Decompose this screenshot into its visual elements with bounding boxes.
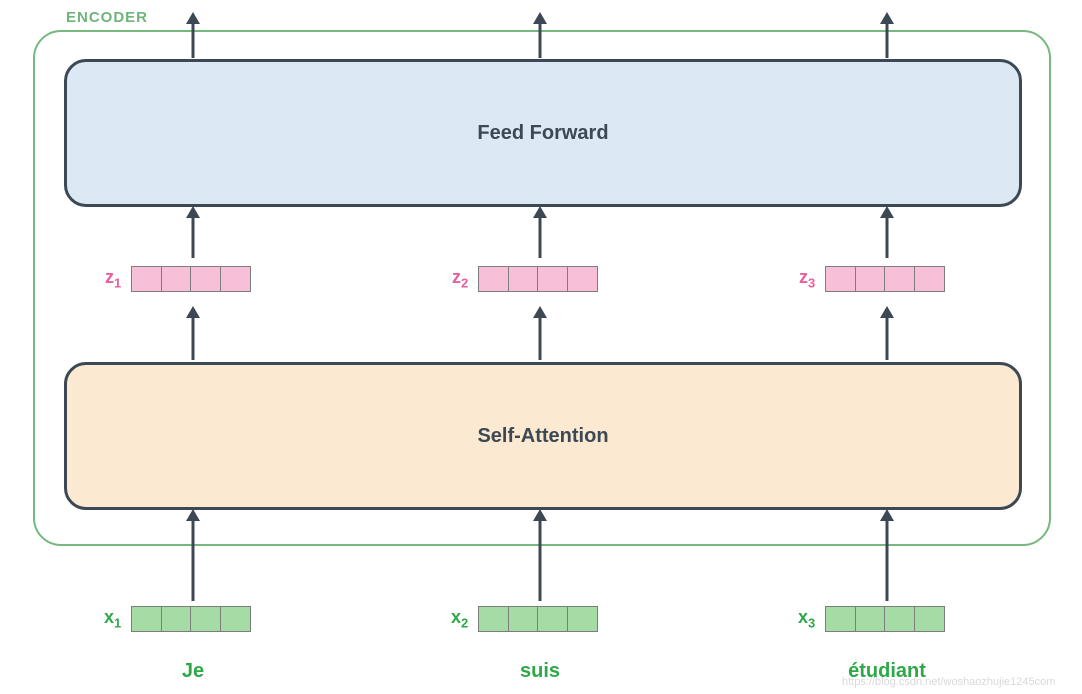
z-vector-2-cell — [478, 266, 509, 292]
x-vector-3-cells — [825, 606, 945, 632]
z-vector-1: z1 — [105, 266, 251, 292]
x-vector-2-cell — [567, 606, 598, 632]
x-vector-1: x1 — [104, 606, 251, 632]
z-vector-3-cell — [825, 266, 856, 292]
watermark: https://blog.csdn.net/woshaozhujie1245co… — [842, 676, 1055, 688]
diagram-canvas: ENCODER Feed Forward Self-Attention z1 x1 z2 x… — [0, 0, 1082, 694]
self-attention-box: Self-Attention — [64, 362, 1022, 510]
z-vector-1-label: z1 — [105, 267, 121, 291]
x-vector-3-cell — [884, 606, 915, 632]
z-vector-1-cell — [161, 266, 192, 292]
z-vector-2-label: z2 — [452, 267, 468, 291]
z-vector-1-cell — [190, 266, 221, 292]
x-vector-2-label: x2 — [451, 607, 468, 631]
x-vector-1-label: x1 — [104, 607, 121, 631]
input-word-1: Je — [182, 660, 204, 683]
feed-forward-box-label: Feed Forward — [477, 122, 608, 145]
arrow-out-2 — [530, 12, 550, 58]
z-vector-3-cells — [825, 266, 945, 292]
arrow-z-out-3 — [877, 306, 897, 360]
x-vector-1-cell — [161, 606, 192, 632]
arrow-sa-in-3 — [877, 509, 897, 601]
x-vector-2-cell — [537, 606, 568, 632]
z-vector-1-cells — [131, 266, 251, 292]
x-vector-3-label: x3 — [798, 607, 815, 631]
x-vector-2: x2 — [451, 606, 598, 632]
x-vector-1-cell — [190, 606, 221, 632]
x-vector-2-cell — [508, 606, 539, 632]
z-vector-2-cells — [478, 266, 598, 292]
x-vector-1-cells — [131, 606, 251, 632]
encoder-label: ENCODER — [66, 9, 148, 26]
z-vector-2-cell — [537, 266, 568, 292]
x-vector-1-cell — [131, 606, 162, 632]
z-vector-2-cell — [567, 266, 598, 292]
x-vector-3-cell — [855, 606, 886, 632]
x-vector-3-cell — [914, 606, 945, 632]
x-vector-2-cells — [478, 606, 598, 632]
z-vector-2: z2 — [452, 266, 598, 292]
z-vector-3-label: z3 — [799, 267, 815, 291]
arrow-out-1 — [183, 12, 203, 58]
input-word-2: suis — [520, 660, 560, 683]
x-vector-2-cell — [478, 606, 509, 632]
z-vector-3: z3 — [799, 266, 945, 292]
z-vector-3-cell — [884, 266, 915, 292]
x-vector-1-cell — [220, 606, 251, 632]
arrow-z-out-1 — [183, 306, 203, 360]
x-vector-3-cell — [825, 606, 856, 632]
z-vector-1-cell — [220, 266, 251, 292]
self-attention-box-label: Self-Attention — [477, 425, 608, 448]
x-vector-3: x3 — [798, 606, 945, 632]
arrow-sa-in-2 — [530, 509, 550, 601]
z-vector-3-cell — [855, 266, 886, 292]
feed-forward-box: Feed Forward — [64, 59, 1022, 207]
z-vector-2-cell — [508, 266, 539, 292]
arrow-z-out-2 — [530, 306, 550, 360]
arrow-ff-in-2 — [530, 206, 550, 258]
z-vector-1-cell — [131, 266, 162, 292]
arrow-sa-in-1 — [183, 509, 203, 601]
arrow-out-3 — [877, 12, 897, 58]
z-vector-3-cell — [914, 266, 945, 292]
arrow-ff-in-3 — [877, 206, 897, 258]
arrow-ff-in-1 — [183, 206, 203, 258]
